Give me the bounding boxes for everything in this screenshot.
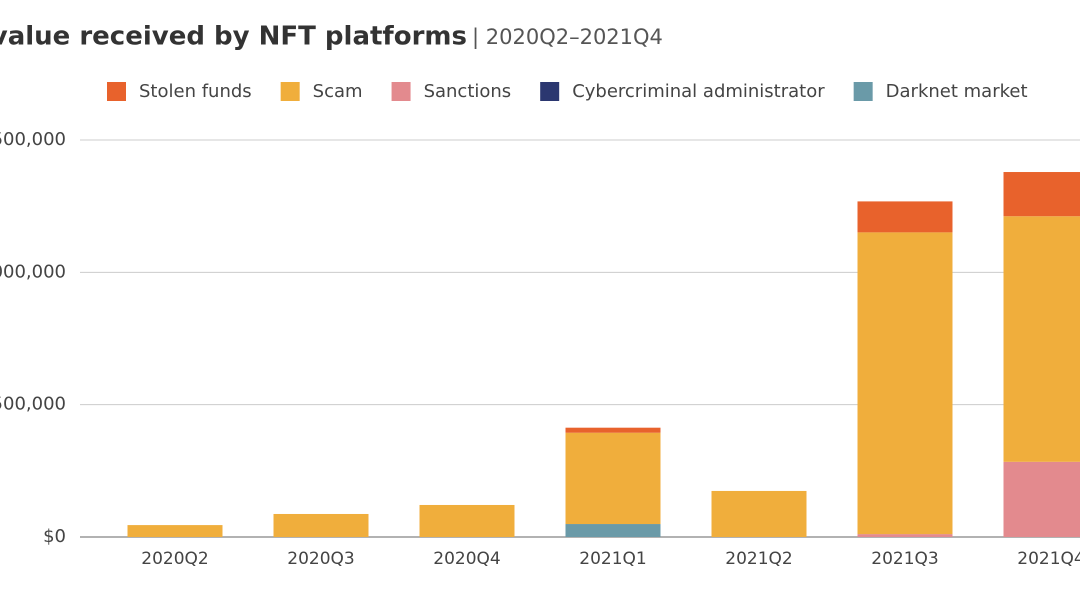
bar-segment bbox=[565, 432, 661, 525]
bar-segment bbox=[565, 524, 661, 537]
x-tick-label: 2021Q3 bbox=[871, 549, 938, 569]
legend-swatch bbox=[853, 82, 873, 101]
bar-segment bbox=[419, 504, 515, 537]
x-tick-label: 2021Q1 bbox=[579, 549, 646, 569]
legend-swatch bbox=[280, 82, 300, 101]
legend-label: Stolen funds bbox=[139, 81, 252, 102]
legend-swatch bbox=[107, 82, 126, 101]
bar-segment bbox=[565, 427, 661, 433]
bar-segment bbox=[127, 525, 223, 537]
x-tick-label: 2020Q4 bbox=[433, 549, 500, 569]
bar-segment bbox=[711, 490, 807, 537]
x-tick-label: 2020Q2 bbox=[141, 549, 208, 569]
legend-label: Darknet market bbox=[886, 81, 1028, 102]
x-tick-label: 2021Q4 bbox=[1017, 549, 1080, 569]
y-tick-label: $1,000,000 bbox=[0, 261, 66, 282]
chart-title: Illicit value received by NFT platforms bbox=[0, 22, 467, 52]
y-tick-label: $500,000 bbox=[0, 394, 66, 415]
y-tick-label: $0 bbox=[43, 526, 66, 547]
legend-label: Sanctions bbox=[424, 81, 512, 102]
bar-segment bbox=[1003, 172, 1080, 217]
bar-segment bbox=[857, 232, 953, 535]
bar-segment bbox=[273, 513, 369, 537]
bar-segment bbox=[857, 201, 953, 233]
legend-swatch bbox=[391, 82, 411, 101]
x-tick-label: 2020Q3 bbox=[287, 549, 354, 569]
legend-swatch bbox=[540, 82, 560, 101]
legend-label: Cybercriminal administrator bbox=[572, 81, 825, 102]
chart-subtitle: | 2020Q2–2021Q4 bbox=[472, 25, 663, 50]
y-tick-label: $1,500,000 bbox=[0, 129, 66, 150]
bar-segment bbox=[857, 534, 953, 537]
x-tick-label: 2021Q2 bbox=[725, 549, 792, 569]
legend-label: Scam bbox=[313, 81, 363, 102]
bar-segment bbox=[1003, 216, 1080, 462]
bar-segment bbox=[1003, 461, 1080, 537]
